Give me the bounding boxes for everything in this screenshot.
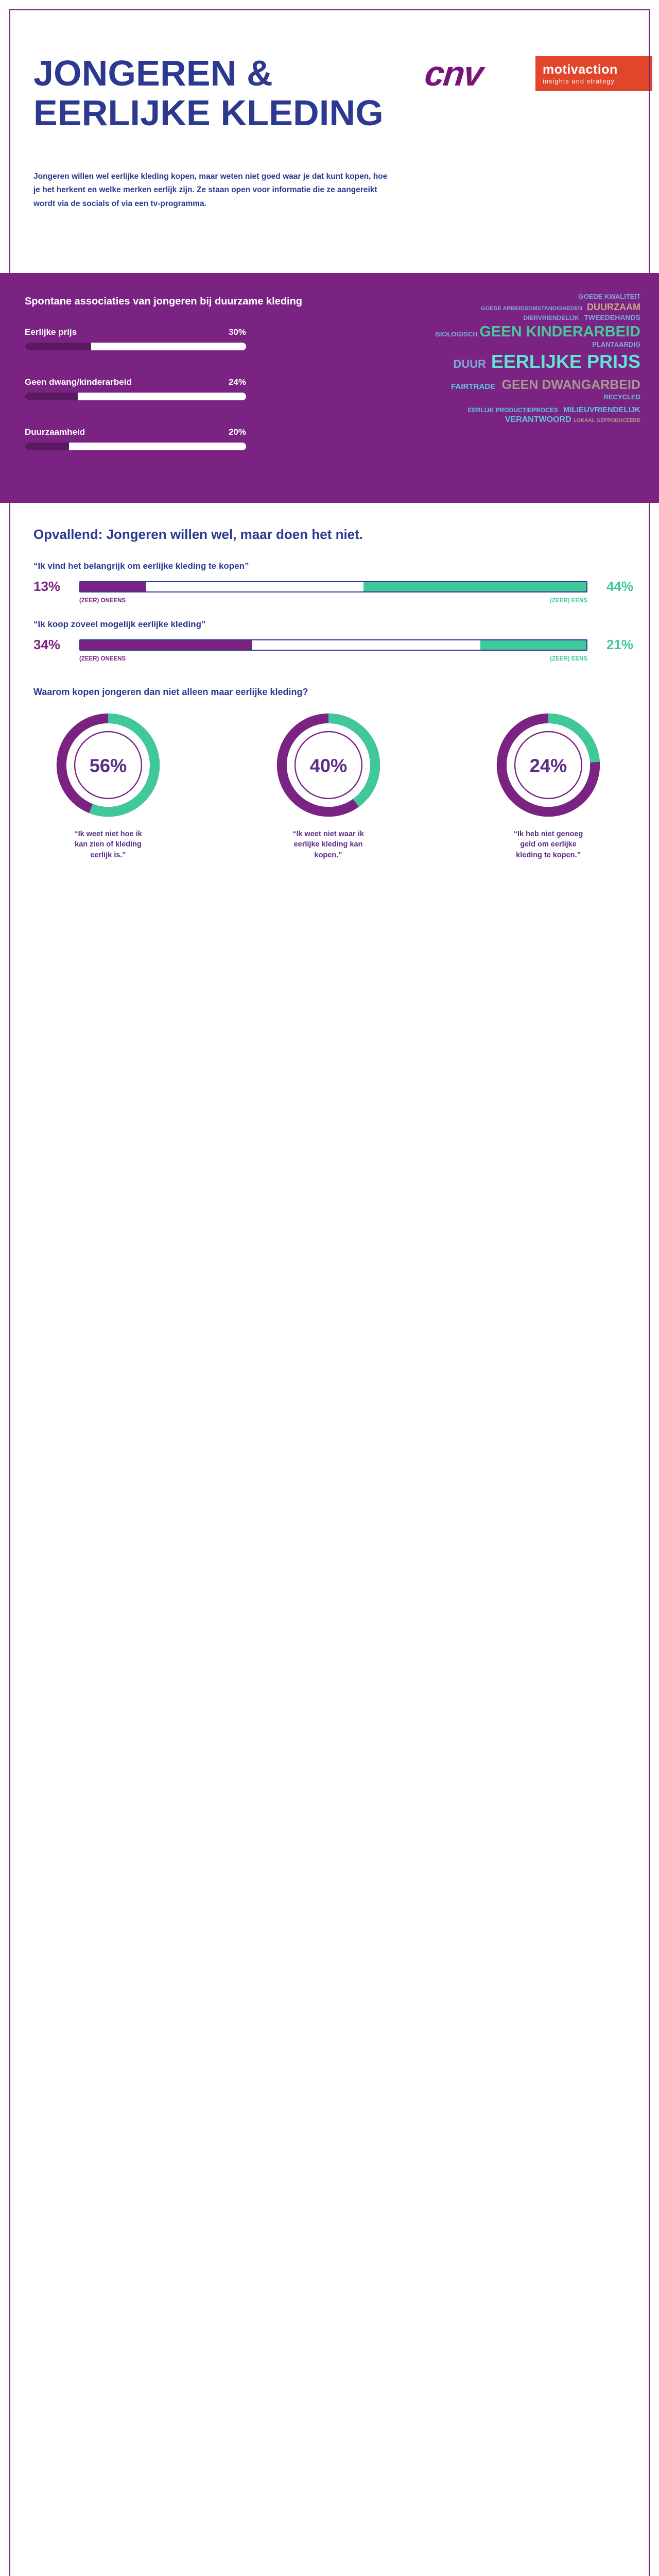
svg-text:40%: 40%: [309, 755, 347, 776]
svg-text:56%: 56%: [90, 755, 127, 776]
svg-text:cnv: cnv: [423, 54, 487, 93]
svg-text:24%: 24%: [530, 755, 567, 776]
